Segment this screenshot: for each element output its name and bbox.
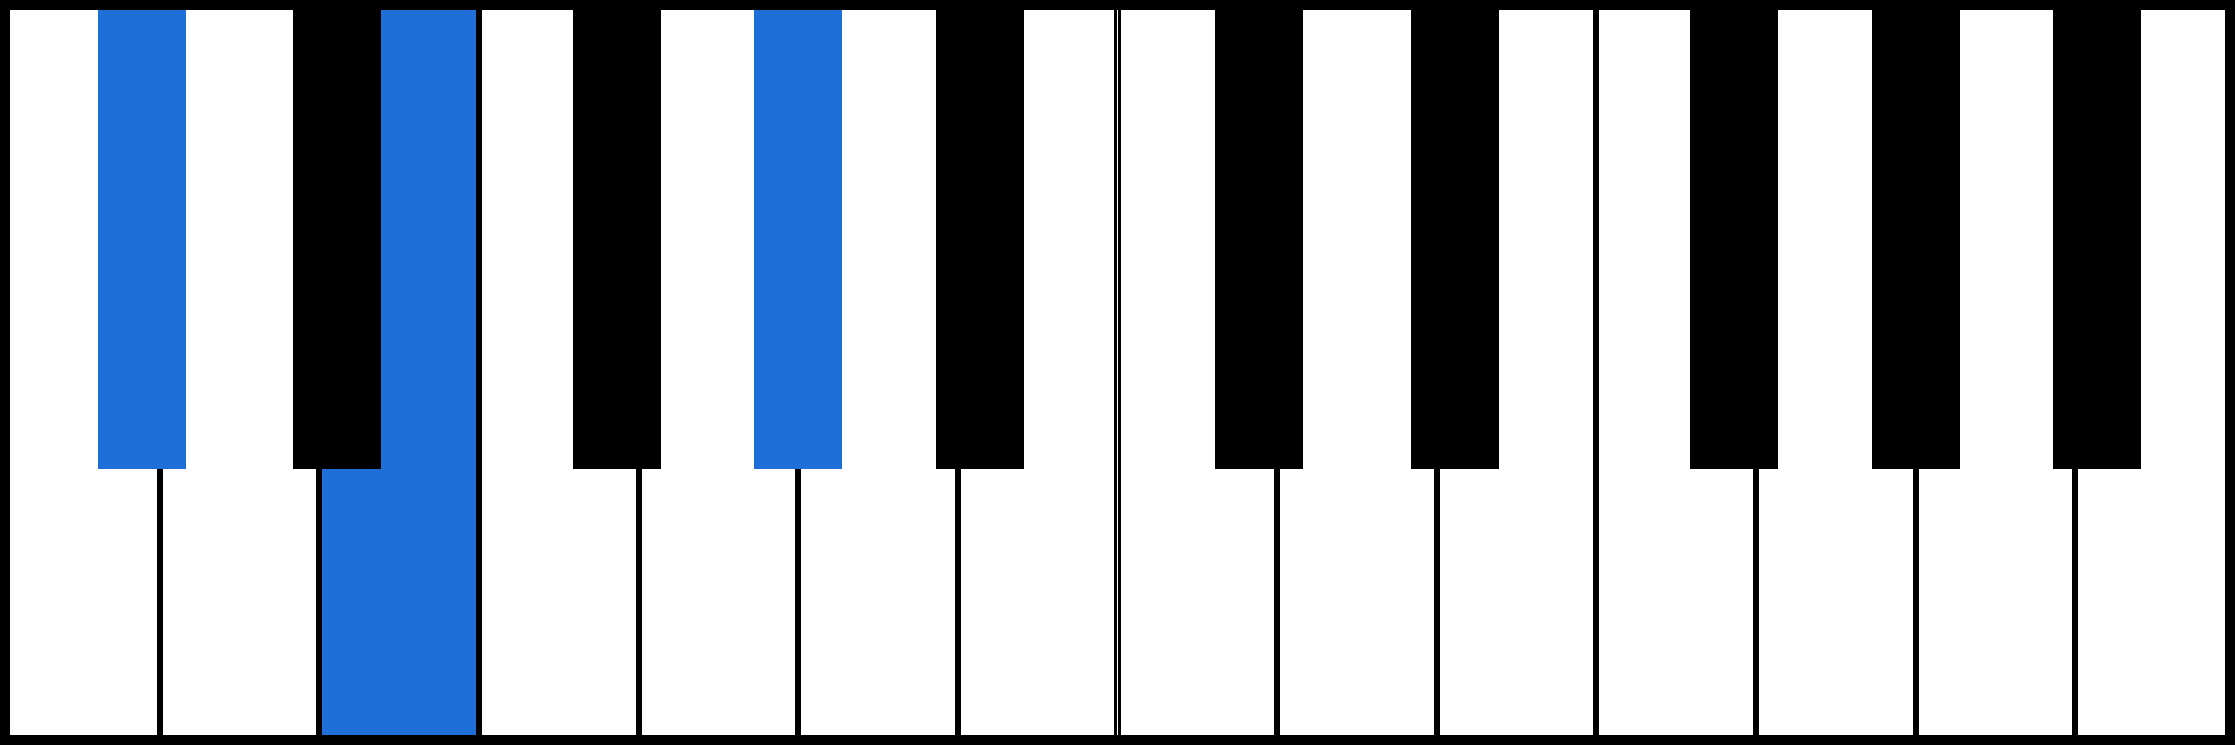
black-key-Gsharp [754, 0, 842, 469]
black-key-Fsharp2 [1690, 0, 1778, 469]
black-key-Asharp [936, 0, 1024, 469]
black-key-Asharp2 [2053, 0, 2141, 469]
piano-keyboard [0, 0, 2235, 745]
black-key-Dsharp [293, 0, 381, 469]
black-key-Dsharp2 [1411, 0, 1499, 469]
black-key-Csharp2 [1215, 0, 1303, 469]
black-key-Fsharp [573, 0, 661, 469]
black-key-Gsharp2 [1872, 0, 1960, 469]
black-key-Csharp [98, 0, 186, 469]
